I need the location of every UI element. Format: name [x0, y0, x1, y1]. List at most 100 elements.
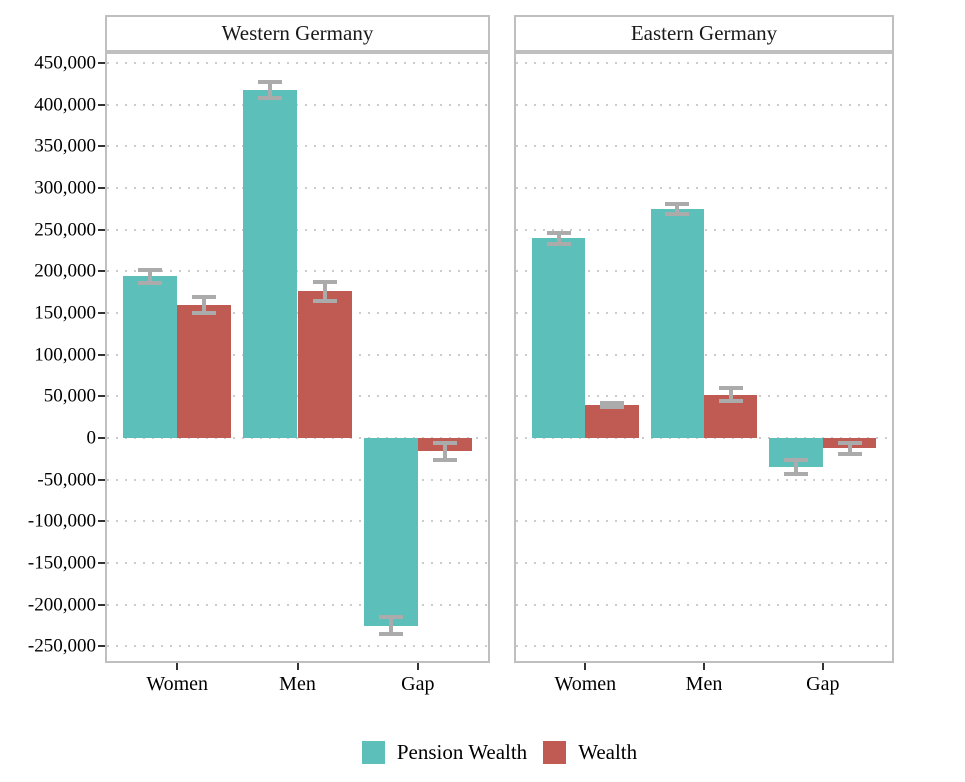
y-axis-tick-label: 200,000: [34, 260, 96, 282]
panel-title: Eastern Germany: [630, 21, 778, 45]
error-bar-cap-bottom: [312, 299, 337, 303]
error-bar-vertical: [794, 458, 798, 477]
y-axis-tick-mark: [98, 145, 105, 148]
y-axis-tick-mark: [98, 645, 105, 648]
y-axis-tick-mark: [98, 228, 105, 231]
y-axis-tick-mark: [98, 187, 105, 189]
x-axis-category-label: Men: [279, 673, 316, 695]
error-bar-cap-top: [138, 268, 163, 272]
y-axis-tick-label: 100,000: [34, 344, 96, 366]
error-bar-vertical: [148, 268, 153, 285]
gridline: [516, 353, 892, 356]
error-bar-cap-top: [432, 440, 457, 445]
error-bar-vertical: [268, 79, 273, 100]
error-bar-cap-bottom: [258, 95, 283, 100]
gridline: [516, 228, 892, 231]
legend: Pension Wealth Wealth: [105, 741, 894, 764]
error-bar-cap-bottom: [784, 472, 808, 477]
error-bar-vertical: [556, 230, 561, 246]
x-axis-category-label: Gap: [401, 673, 435, 695]
x-axis-category-label: Women: [554, 673, 617, 695]
error-bar-cap-bottom: [600, 404, 624, 409]
error-bar-vertical: [675, 202, 680, 216]
bar-pension-wealth-men: [650, 208, 704, 438]
gridline: [107, 562, 488, 564]
bar-pension-wealth-men: [243, 89, 298, 438]
error-bar-cap-top: [312, 279, 337, 284]
bar-wealth-women: [177, 304, 232, 438]
gridline: [107, 645, 488, 648]
x-axis-tick-mark: [296, 663, 299, 670]
bar-wealth-women: [585, 404, 639, 438]
gridline: [516, 603, 892, 606]
gridline: [516, 478, 892, 481]
error-bar-cap-bottom: [546, 241, 571, 246]
gridline: [516, 62, 892, 64]
error-bar-cap-bottom: [192, 310, 217, 315]
error-bar-cap-top: [378, 614, 403, 619]
gridline: [107, 478, 488, 481]
error-bar-cap-top: [718, 386, 743, 391]
error-bar-vertical: [728, 386, 733, 403]
error-bar-cap-bottom: [378, 632, 403, 637]
legend-swatch-icon: [361, 741, 385, 764]
error-bar-vertical: [202, 294, 207, 315]
y-axis-tick-mark: [98, 62, 105, 64]
legend-entry: Wealth: [543, 741, 637, 764]
gridline: [107, 187, 488, 189]
error-bar-vertical: [442, 440, 447, 463]
legend-swatch-icon: [543, 741, 567, 764]
y-axis-tick-mark: [98, 562, 105, 564]
gridline: [516, 562, 892, 564]
x-axis-tick-mark: [821, 663, 824, 670]
y-axis-tick-mark: [98, 520, 105, 523]
error-bar-cap-top: [192, 294, 217, 299]
error-bar-cap-top: [258, 79, 283, 84]
y-axis-tick-mark: [98, 353, 105, 356]
gridline: [107, 228, 488, 231]
gridline: [516, 103, 892, 106]
x-axis-tick-mark: [584, 663, 587, 670]
error-bar-cap-bottom: [837, 451, 862, 456]
y-axis-tick-label: -50,000: [37, 469, 96, 491]
x-axis-tick-mark: [416, 663, 419, 670]
gridline: [107, 603, 488, 606]
x-axis-tick-mark: [176, 663, 179, 670]
bar-wealth-men: [297, 291, 352, 438]
legend-entry: Pension Wealth: [361, 741, 527, 764]
y-axis-tick-label: 150,000: [34, 302, 96, 324]
error-bar-vertical: [610, 400, 614, 409]
error-bar-vertical: [322, 279, 327, 303]
x-axis-category-label: Men: [685, 673, 723, 695]
x-axis-category-label: Women: [146, 673, 209, 695]
gridline: [107, 103, 488, 106]
gridline: [107, 62, 488, 64]
y-axis-tick-mark: [98, 395, 105, 398]
error-bar-vertical: [847, 440, 852, 456]
x-axis-category-label: Gap: [806, 673, 840, 695]
gridline: [107, 437, 488, 439]
y-axis-tick-label: 250,000: [34, 219, 96, 241]
panel-title: Western Germany: [221, 21, 374, 45]
y-axis-tick-mark: [98, 103, 105, 106]
gridline: [107, 520, 488, 523]
y-axis-tick-label: 400,000: [34, 94, 96, 116]
gridline: [107, 270, 488, 273]
y-axis-tick-mark: [98, 478, 105, 481]
y-axis-tick-mark: [98, 603, 105, 606]
gridline: [516, 312, 892, 314]
y-axis-tick-label: 0: [86, 427, 97, 449]
y-axis-tick-mark: [98, 312, 105, 314]
error-bar-cap-top: [600, 400, 624, 405]
y-axis-tick-mark: [98, 270, 105, 273]
y-axis-tick-label: 450,000: [34, 52, 96, 74]
error-bar-cap-bottom: [432, 458, 457, 463]
bar-pension-wealth-women: [123, 276, 178, 438]
error-bar-cap-bottom: [718, 399, 743, 403]
error-bar-vertical: [388, 614, 393, 637]
error-bar-cap-top: [665, 202, 690, 207]
y-axis-tick-label: 50,000: [43, 385, 96, 407]
error-bar-cap-top: [546, 230, 571, 235]
gridline: [516, 437, 892, 439]
